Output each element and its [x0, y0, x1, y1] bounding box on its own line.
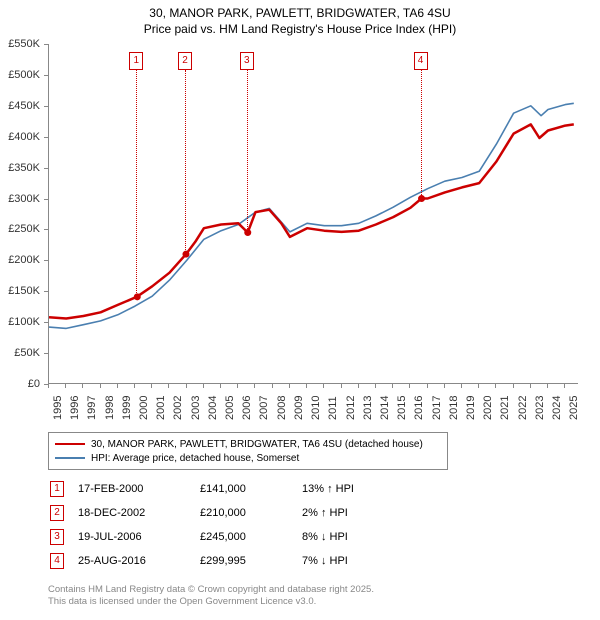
sale-price: £141,000 — [200, 478, 300, 500]
y-tick-label: £550K — [0, 38, 40, 50]
sale-price: £245,000 — [200, 526, 300, 548]
sale-row: 2 18-DEC-2002£210,0002% ↑ HPI — [50, 502, 366, 524]
x-tick-label: 1996 — [69, 396, 81, 420]
y-tick-label: £300K — [0, 193, 40, 205]
sale-number-box: 2 — [50, 505, 64, 521]
x-tick-label: 2005 — [224, 396, 236, 420]
sale-number-box: 1 — [50, 481, 64, 497]
x-tick-label: 2009 — [293, 396, 305, 420]
sale-delta: 2% ↑ HPI — [302, 502, 366, 524]
x-tick-label: 2021 — [499, 396, 511, 420]
sale-marker — [418, 195, 425, 202]
x-tick-label: 2024 — [551, 396, 563, 420]
sale-price: £210,000 — [200, 502, 300, 524]
series-line — [49, 103, 574, 328]
sale-delta: 7% ↓ HPI — [302, 550, 366, 572]
x-tick-label: 2008 — [276, 396, 288, 420]
footer-line2: This data is licensed under the Open Gov… — [48, 596, 374, 608]
legend-row: 30, MANOR PARK, PAWLETT, BRIDGWATER, TA6… — [55, 437, 441, 451]
footer-attribution: Contains HM Land Registry data © Crown c… — [48, 584, 374, 609]
x-tick-label: 2004 — [207, 396, 219, 420]
sale-marker — [182, 251, 189, 258]
x-tick-label: 2002 — [172, 396, 184, 420]
y-tick-label: £50K — [0, 347, 40, 359]
event-dotted-line — [185, 70, 186, 254]
sale-row: 3 19-JUL-2006£245,0008% ↓ HPI — [50, 526, 366, 548]
sales-table: 1 17-FEB-2000£141,00013% ↑ HPI 2 18-DEC-200… — [48, 476, 368, 574]
title-line1: 30, MANOR PARK, PAWLETT, BRIDGWATER, TA6… — [0, 6, 600, 22]
sale-date: 25-AUG-2016 — [78, 550, 198, 572]
sale-delta: 8% ↓ HPI — [302, 526, 366, 548]
y-tick-label: £400K — [0, 131, 40, 143]
x-tick-label: 2018 — [448, 396, 460, 420]
x-tick-label: 2016 — [413, 396, 425, 420]
y-tick-label: £0 — [0, 378, 40, 390]
plot-svg — [49, 44, 579, 384]
x-tick-label: 2010 — [310, 396, 322, 420]
sale-marker — [244, 229, 251, 236]
event-box: 3 — [240, 52, 254, 70]
sale-date: 19-JUL-2006 — [78, 526, 198, 548]
chart-title: 30, MANOR PARK, PAWLETT, BRIDGWATER, TA6… — [0, 0, 600, 37]
x-tick-label: 2014 — [379, 396, 391, 420]
x-tick-label: 2025 — [568, 396, 580, 420]
x-tick-label: 1995 — [52, 396, 64, 420]
plot-area — [48, 44, 578, 384]
y-tick-label: £150K — [0, 285, 40, 297]
footer-line1: Contains HM Land Registry data © Crown c… — [48, 584, 374, 596]
x-tick-label: 2019 — [465, 396, 477, 420]
y-tick-label: £200K — [0, 254, 40, 266]
y-tick-label: £100K — [0, 316, 40, 328]
sale-date: 18-DEC-2002 — [78, 502, 198, 524]
sale-date: 17-FEB-2000 — [78, 478, 198, 500]
sale-row: 1 17-FEB-2000£141,00013% ↑ HPI — [50, 478, 366, 500]
event-dotted-line — [136, 70, 137, 297]
x-tick-label: 2000 — [138, 396, 150, 420]
x-tick-label: 2001 — [155, 396, 167, 420]
legend-swatch — [55, 457, 85, 459]
x-tick-label: 2013 — [362, 396, 374, 420]
event-dotted-line — [421, 70, 422, 199]
x-tick-label: 2017 — [431, 396, 443, 420]
sale-number-box: 4 — [50, 553, 64, 569]
legend-label: 30, MANOR PARK, PAWLETT, BRIDGWATER, TA6… — [91, 439, 423, 450]
y-tick-label: £500K — [0, 69, 40, 81]
sale-number-box: 3 — [50, 529, 64, 545]
x-tick-label: 2020 — [482, 396, 494, 420]
x-tick-label: 2007 — [258, 396, 270, 420]
x-tick-label: 2022 — [517, 396, 529, 420]
sale-price: £299,995 — [200, 550, 300, 572]
event-dotted-line — [247, 70, 248, 233]
legend: 30, MANOR PARK, PAWLETT, BRIDGWATER, TA6… — [48, 432, 448, 470]
legend-row: HPI: Average price, detached house, Some… — [55, 451, 441, 465]
x-tick-label: 1999 — [121, 396, 133, 420]
event-box: 1 — [129, 52, 143, 70]
x-tick-label: 2011 — [327, 396, 339, 420]
event-box: 2 — [178, 52, 192, 70]
x-tick-label: 1997 — [86, 396, 98, 420]
x-tick-label: 2003 — [190, 396, 202, 420]
sale-row: 4 25-AUG-2016£299,9957% ↓ HPI — [50, 550, 366, 572]
sale-delta: 13% ↑ HPI — [302, 478, 366, 500]
legend-swatch — [55, 443, 85, 446]
event-box: 4 — [414, 52, 428, 70]
y-tick-label: £250K — [0, 223, 40, 235]
sale-marker — [134, 293, 141, 300]
x-tick-label: 2006 — [241, 396, 253, 420]
x-tick-label: 2015 — [396, 396, 408, 420]
y-tick-label: £450K — [0, 100, 40, 112]
legend-label: HPI: Average price, detached house, Some… — [91, 453, 299, 464]
y-tick-label: £350K — [0, 162, 40, 174]
x-tick-label: 2023 — [534, 396, 546, 420]
x-tick-label: 1998 — [104, 396, 116, 420]
x-tick-label: 2012 — [345, 396, 357, 420]
title-line2: Price paid vs. HM Land Registry's House … — [0, 22, 600, 38]
series-line — [49, 124, 574, 318]
